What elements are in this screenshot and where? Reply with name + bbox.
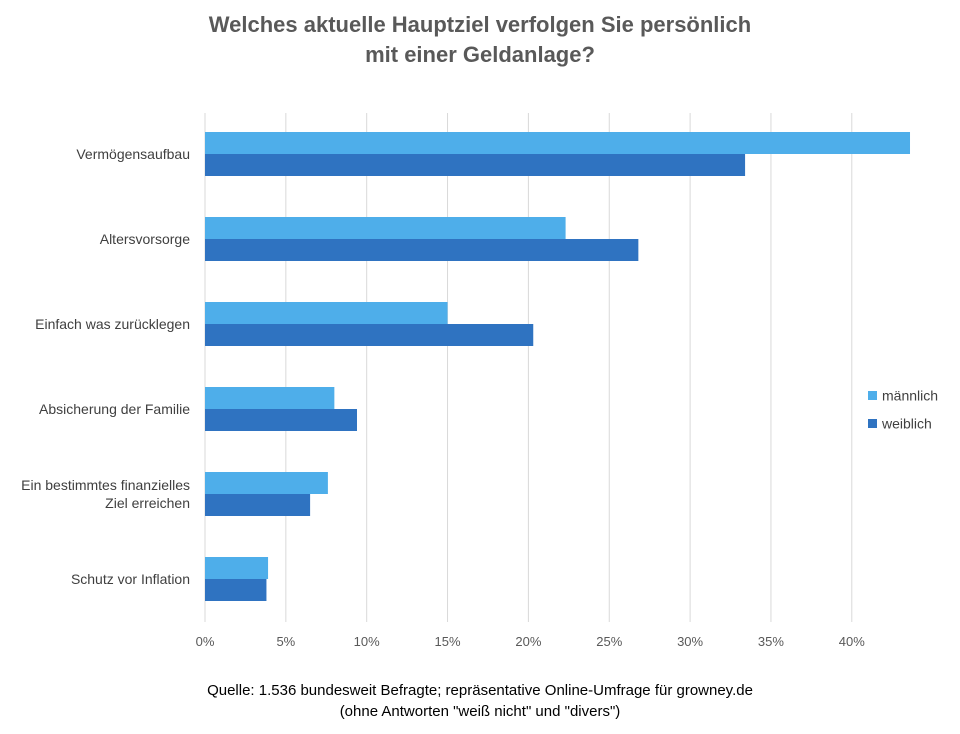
bar-weiblich	[205, 579, 267, 601]
x-tick-label: 10%	[354, 634, 380, 649]
x-tick-label: 15%	[435, 634, 461, 649]
bar-weiblich	[205, 409, 357, 431]
category-label: Absicherung der Familie	[39, 401, 190, 417]
legend-swatch-weiblich	[868, 419, 877, 428]
category-label: Altersvorsorge	[100, 231, 190, 247]
x-axis-ticks: 0% 5% 10% 15% 20% 25% 30% 35% 40%	[196, 634, 866, 649]
bar-männlich	[205, 132, 911, 154]
category-label: Vermögensaufbau	[76, 146, 190, 162]
chart-title-line-2: mit einer Geldanlage?	[365, 42, 595, 67]
bars	[205, 132, 911, 601]
bar-weiblich	[205, 239, 639, 261]
chart-title-line-1: Welches aktuelle Hauptziel verfolgen Sie…	[208, 12, 752, 37]
bar-männlich	[205, 217, 566, 239]
gridlines	[204, 113, 853, 622]
bar-weiblich	[205, 494, 311, 516]
x-tick-label: 40%	[839, 634, 865, 649]
bar-weiblich	[205, 154, 746, 176]
category-label: Einfach was zurücklegen	[35, 316, 190, 332]
category-label: Schutz vor Inflation	[71, 571, 190, 587]
source-note: Quelle: 1.536 bundesweit Befragte; reprä…	[0, 680, 960, 722]
bar-männlich	[205, 557, 269, 579]
legend-swatch-männlich	[868, 391, 877, 400]
chart-title: Welches aktuelle Hauptziel verfolgen Sie…	[0, 10, 960, 70]
x-tick-label: 20%	[515, 634, 541, 649]
category-label: Ziel erreichen	[105, 495, 190, 511]
category-labels: Vermögensaufbau Altersvorsorge Einfach was…	[21, 146, 190, 587]
x-tick-label: 5%	[276, 634, 295, 649]
bar-männlich	[205, 387, 335, 409]
legend-label-weiblich: weiblich	[881, 416, 932, 432]
legend-label-männlich: männlich	[882, 388, 938, 404]
x-tick-label: 0%	[196, 634, 215, 649]
x-tick-label: 35%	[758, 634, 784, 649]
legend: männlich weiblich	[868, 388, 938, 432]
bar-weiblich	[205, 324, 534, 346]
bar-männlich	[205, 472, 328, 494]
source-line-1: Quelle: 1.536 bundesweit Befragte; reprä…	[207, 682, 753, 699]
x-tick-label: 25%	[596, 634, 622, 649]
source-line-2: (ohne Antworten "weiß nicht" und "divers…	[339, 703, 621, 720]
x-tick-label: 30%	[677, 634, 703, 649]
category-label: Ein bestimmtes finanzielles	[21, 477, 190, 493]
bar-männlich	[205, 302, 448, 324]
